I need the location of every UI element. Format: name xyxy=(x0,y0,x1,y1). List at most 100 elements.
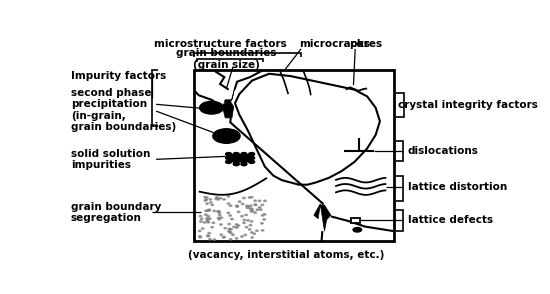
Circle shape xyxy=(248,197,251,198)
Circle shape xyxy=(254,200,256,201)
Circle shape xyxy=(208,233,211,234)
Circle shape xyxy=(207,235,210,237)
Text: grain boundary
segregation: grain boundary segregation xyxy=(71,201,161,223)
Circle shape xyxy=(218,212,221,213)
Text: pores: pores xyxy=(349,39,382,49)
Circle shape xyxy=(249,208,252,209)
Circle shape xyxy=(254,204,257,206)
Circle shape xyxy=(223,236,226,238)
Circle shape xyxy=(250,211,252,212)
Circle shape xyxy=(210,202,212,203)
Circle shape xyxy=(256,209,258,211)
Circle shape xyxy=(206,218,208,219)
Circle shape xyxy=(241,216,243,217)
Circle shape xyxy=(206,219,209,220)
Circle shape xyxy=(223,199,226,200)
Circle shape xyxy=(217,211,220,212)
Circle shape xyxy=(251,208,253,210)
Circle shape xyxy=(249,205,252,206)
Circle shape xyxy=(229,215,232,216)
Text: (vacancy, interstitial atoms, etc.): (vacancy, interstitial atoms, etc.) xyxy=(188,250,384,260)
Circle shape xyxy=(220,217,223,218)
Circle shape xyxy=(263,219,266,220)
Text: grain boundaries
(grain size): grain boundaries (grain size) xyxy=(176,48,277,70)
Circle shape xyxy=(215,198,217,200)
Circle shape xyxy=(226,160,232,163)
Circle shape xyxy=(237,225,240,226)
Circle shape xyxy=(207,222,210,223)
Circle shape xyxy=(245,158,251,162)
Circle shape xyxy=(237,158,243,162)
Circle shape xyxy=(228,228,230,230)
Circle shape xyxy=(235,224,238,225)
Circle shape xyxy=(245,214,248,216)
Circle shape xyxy=(229,155,235,158)
Circle shape xyxy=(217,217,220,219)
Circle shape xyxy=(254,204,257,206)
Circle shape xyxy=(251,237,254,238)
Circle shape xyxy=(199,230,201,232)
Circle shape xyxy=(237,155,243,158)
Circle shape xyxy=(249,225,252,226)
Polygon shape xyxy=(235,74,380,185)
Circle shape xyxy=(263,214,266,215)
Circle shape xyxy=(200,101,223,114)
Circle shape xyxy=(206,235,209,236)
Circle shape xyxy=(220,234,223,235)
Circle shape xyxy=(243,197,245,199)
Circle shape xyxy=(229,232,232,233)
Circle shape xyxy=(245,226,248,228)
Circle shape xyxy=(261,230,264,231)
Text: microstructure factors: microstructure factors xyxy=(153,39,287,49)
Circle shape xyxy=(235,238,238,239)
Circle shape xyxy=(211,204,213,206)
Circle shape xyxy=(249,156,255,160)
Circle shape xyxy=(229,205,232,206)
Circle shape xyxy=(217,211,219,212)
Circle shape xyxy=(232,234,234,235)
Circle shape xyxy=(233,226,235,228)
Text: microcracks: microcracks xyxy=(299,39,370,49)
Circle shape xyxy=(212,222,214,223)
Circle shape xyxy=(233,160,239,163)
Circle shape xyxy=(224,228,227,229)
Circle shape xyxy=(238,201,241,202)
Circle shape xyxy=(243,222,245,223)
Circle shape xyxy=(206,210,209,211)
Polygon shape xyxy=(222,88,234,118)
Circle shape xyxy=(219,224,222,225)
Circle shape xyxy=(201,228,204,229)
Circle shape xyxy=(233,156,239,160)
Circle shape xyxy=(200,218,203,220)
Text: dislocations: dislocations xyxy=(408,146,478,156)
Text: Impurity factors: Impurity factors xyxy=(71,71,166,81)
Circle shape xyxy=(227,203,230,204)
Circle shape xyxy=(211,227,213,228)
Circle shape xyxy=(251,232,253,233)
Circle shape xyxy=(258,207,261,208)
Circle shape xyxy=(213,210,216,212)
Circle shape xyxy=(230,228,232,230)
Circle shape xyxy=(204,222,206,223)
Circle shape xyxy=(258,200,261,201)
Circle shape xyxy=(247,220,249,221)
Circle shape xyxy=(244,234,246,235)
Circle shape xyxy=(249,153,255,156)
Circle shape xyxy=(230,218,233,220)
Circle shape xyxy=(241,236,243,237)
Circle shape xyxy=(263,200,266,201)
Text: second phase
precipitation
(in-grain,
grain boundaries): second phase precipitation (in-grain, gr… xyxy=(71,88,176,132)
Circle shape xyxy=(219,198,222,199)
Circle shape xyxy=(207,216,210,217)
Circle shape xyxy=(353,228,361,232)
Circle shape xyxy=(222,237,225,238)
Circle shape xyxy=(241,203,244,205)
Circle shape xyxy=(208,238,211,240)
Circle shape xyxy=(250,197,253,198)
Circle shape xyxy=(235,227,238,228)
Circle shape xyxy=(237,211,240,213)
Circle shape xyxy=(247,206,250,207)
Circle shape xyxy=(235,205,238,206)
Bar xyxy=(350,218,360,223)
Text: lattice distortion: lattice distortion xyxy=(408,182,507,192)
